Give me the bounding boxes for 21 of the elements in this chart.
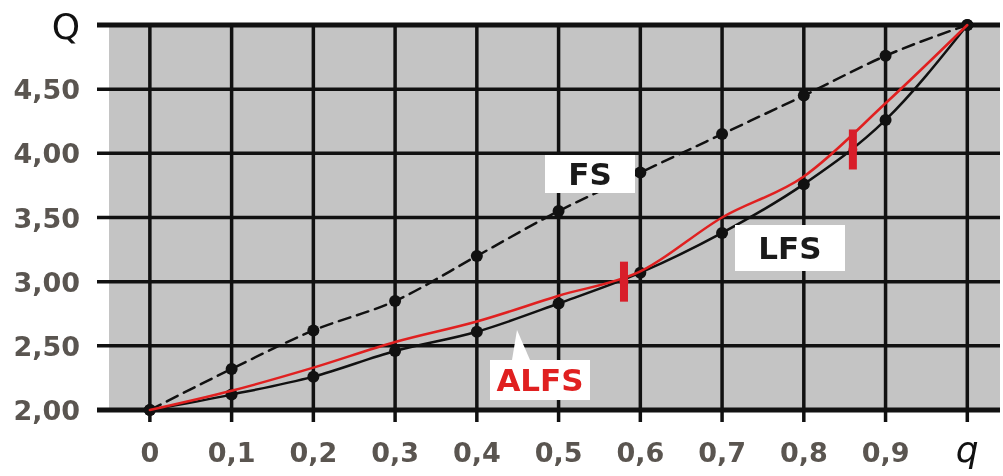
y-tick-label: 2,00 (13, 395, 80, 426)
series-label: LFS (758, 230, 822, 266)
y-tick-label: 4,00 (13, 138, 80, 170)
x-tick-label: 0,1 (207, 437, 256, 468)
x-tick-label: 0,4 (452, 437, 501, 468)
x-tick-label: 0,5 (534, 437, 583, 468)
x-tick-label: 0,7 (698, 437, 746, 468)
x-tick-label: 0,6 (616, 437, 665, 468)
y-tick-label: 2,50 (13, 330, 80, 362)
y-axis-title: Q (51, 6, 80, 47)
y-tick-label: 4,50 (13, 74, 80, 106)
series-label: FS (568, 156, 612, 192)
x-tick-label: 0,9 (861, 437, 910, 468)
y-tick-label: 3,00 (13, 266, 80, 298)
x-tick-label: 0,3 (371, 437, 420, 468)
x-tick-label: 0,8 (779, 437, 828, 468)
y-tick-label: 3,50 (13, 202, 80, 234)
x-axis-title: q (955, 429, 979, 470)
series-label: ALFS (496, 362, 584, 398)
x-tick-label: 0 (140, 437, 160, 468)
x-tick-label: 0,2 (289, 437, 338, 468)
